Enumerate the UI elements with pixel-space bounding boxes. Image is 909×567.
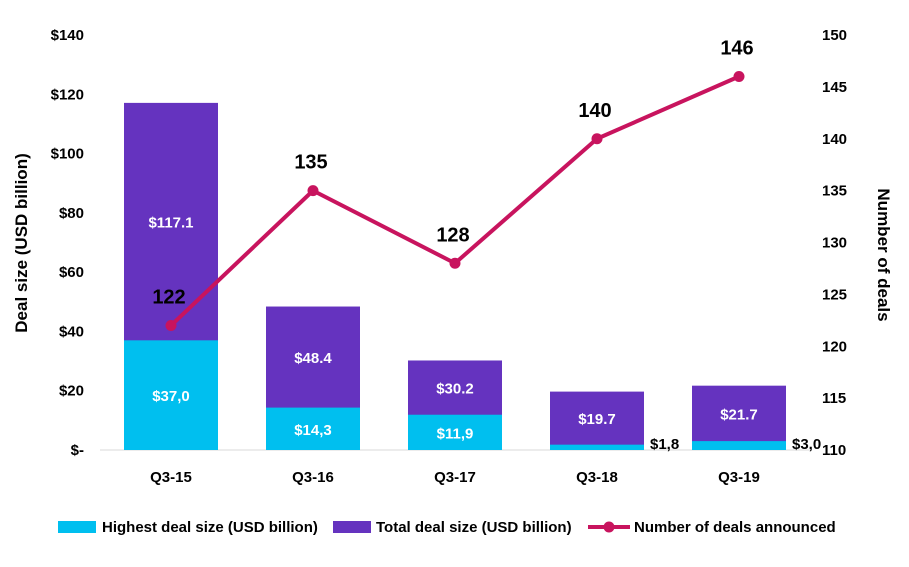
x-tick-label: Q3-16 (292, 469, 334, 486)
x-tick-label: Q3-15 (150, 469, 192, 486)
total-deal-label: $19.7 (578, 411, 616, 428)
left-tick-label: $40 (59, 323, 84, 340)
legend: Highest deal size (USD billion) Total dea… (58, 519, 836, 536)
highest-deal-label: $37,0 (152, 388, 190, 405)
y2-axis-title: Number of deals (874, 188, 893, 321)
deals-point (591, 133, 603, 145)
bar-labels: $37,0 $117.1 $14,3 $48.4 $11,9 $30.2 $1,8 $19.7… (148, 215, 821, 453)
right-tick-label: 130 (822, 235, 847, 252)
bars (124, 102, 786, 450)
legend-swatch-highest (58, 521, 96, 533)
deals-point (449, 257, 461, 269)
right-tick-label: 115 (822, 390, 846, 407)
total-deal-label: $48.4 (294, 350, 332, 367)
x-tick-label: Q3-17 (434, 469, 476, 486)
total-deal-bar (692, 385, 786, 450)
highest-deal-label: $14,3 (294, 422, 332, 439)
total-deal-label: $117.1 (148, 215, 193, 232)
highest-deal-bar (266, 407, 360, 450)
total-deal-bar (550, 391, 644, 450)
right-tick-label: 140 (822, 131, 847, 148)
highest-deal-bar (692, 441, 786, 450)
x-tick-label: Q3-18 (576, 469, 618, 486)
y-axis-title: Deal size (USD billion) (12, 153, 31, 332)
total-deal-label: $30.2 (436, 381, 474, 398)
left-tick-label: $80 (59, 205, 84, 222)
left-tick-label: $60 (59, 264, 84, 281)
right-tick-label: 125 (822, 286, 847, 303)
highest-deal-label: $3,0 (792, 436, 821, 453)
right-tick-label: 120 (822, 338, 847, 355)
legend-swatch-deals-marker (603, 521, 615, 533)
deals-line: 122 135 128 140 146 (152, 38, 754, 331)
highest-deal-bar (124, 340, 218, 450)
legend-label-highest: Highest deal size (USD billion) (102, 519, 318, 536)
right-tick-label: 145 (822, 79, 847, 96)
left-tick-label: $100 (51, 146, 84, 163)
deals-point-label: 122 (152, 287, 185, 309)
deals-point-label: 135 (294, 152, 327, 174)
highest-deal-label: $1,8 (650, 436, 679, 453)
legend-swatch-total (333, 521, 371, 533)
deals-point (165, 320, 177, 331)
right-tick-label: 150 (822, 27, 847, 44)
deals-line-path (169, 74, 740, 327)
legend-label-deals: Number of deals announced (634, 519, 836, 536)
right-axis-ticks: 110 115 120 125 130 135 140 145 150 (822, 27, 847, 459)
left-axis-ticks: $- $20 $40 $60 $80 $100 $120 $140 (51, 27, 84, 459)
x-axis-ticks: Q3-15 Q3-16 Q3-17 Q3-18 Q3-19 (150, 469, 760, 486)
deals-point (733, 71, 745, 82)
highest-deal-label: $11,9 (437, 425, 474, 442)
total-deal-label: $21.7 (720, 406, 758, 423)
deals-point (307, 185, 319, 197)
right-tick-label: 110 (822, 442, 846, 459)
legend-label-total: Total deal size (USD billion) (376, 519, 572, 536)
deals-point-label: 140 (578, 100, 611, 122)
left-tick-label: $120 (51, 86, 84, 103)
left-tick-label: $140 (51, 27, 84, 44)
right-tick-label: 135 (822, 183, 847, 200)
deals-point-label: 128 (436, 224, 469, 246)
deals-point-label: 146 (720, 38, 753, 60)
x-tick-label: Q3-19 (718, 469, 760, 486)
left-tick-label: $20 (59, 383, 84, 400)
left-tick-label: $- (71, 442, 84, 459)
highest-deal-bar (408, 414, 502, 450)
highest-deal-bar (550, 444, 644, 450)
